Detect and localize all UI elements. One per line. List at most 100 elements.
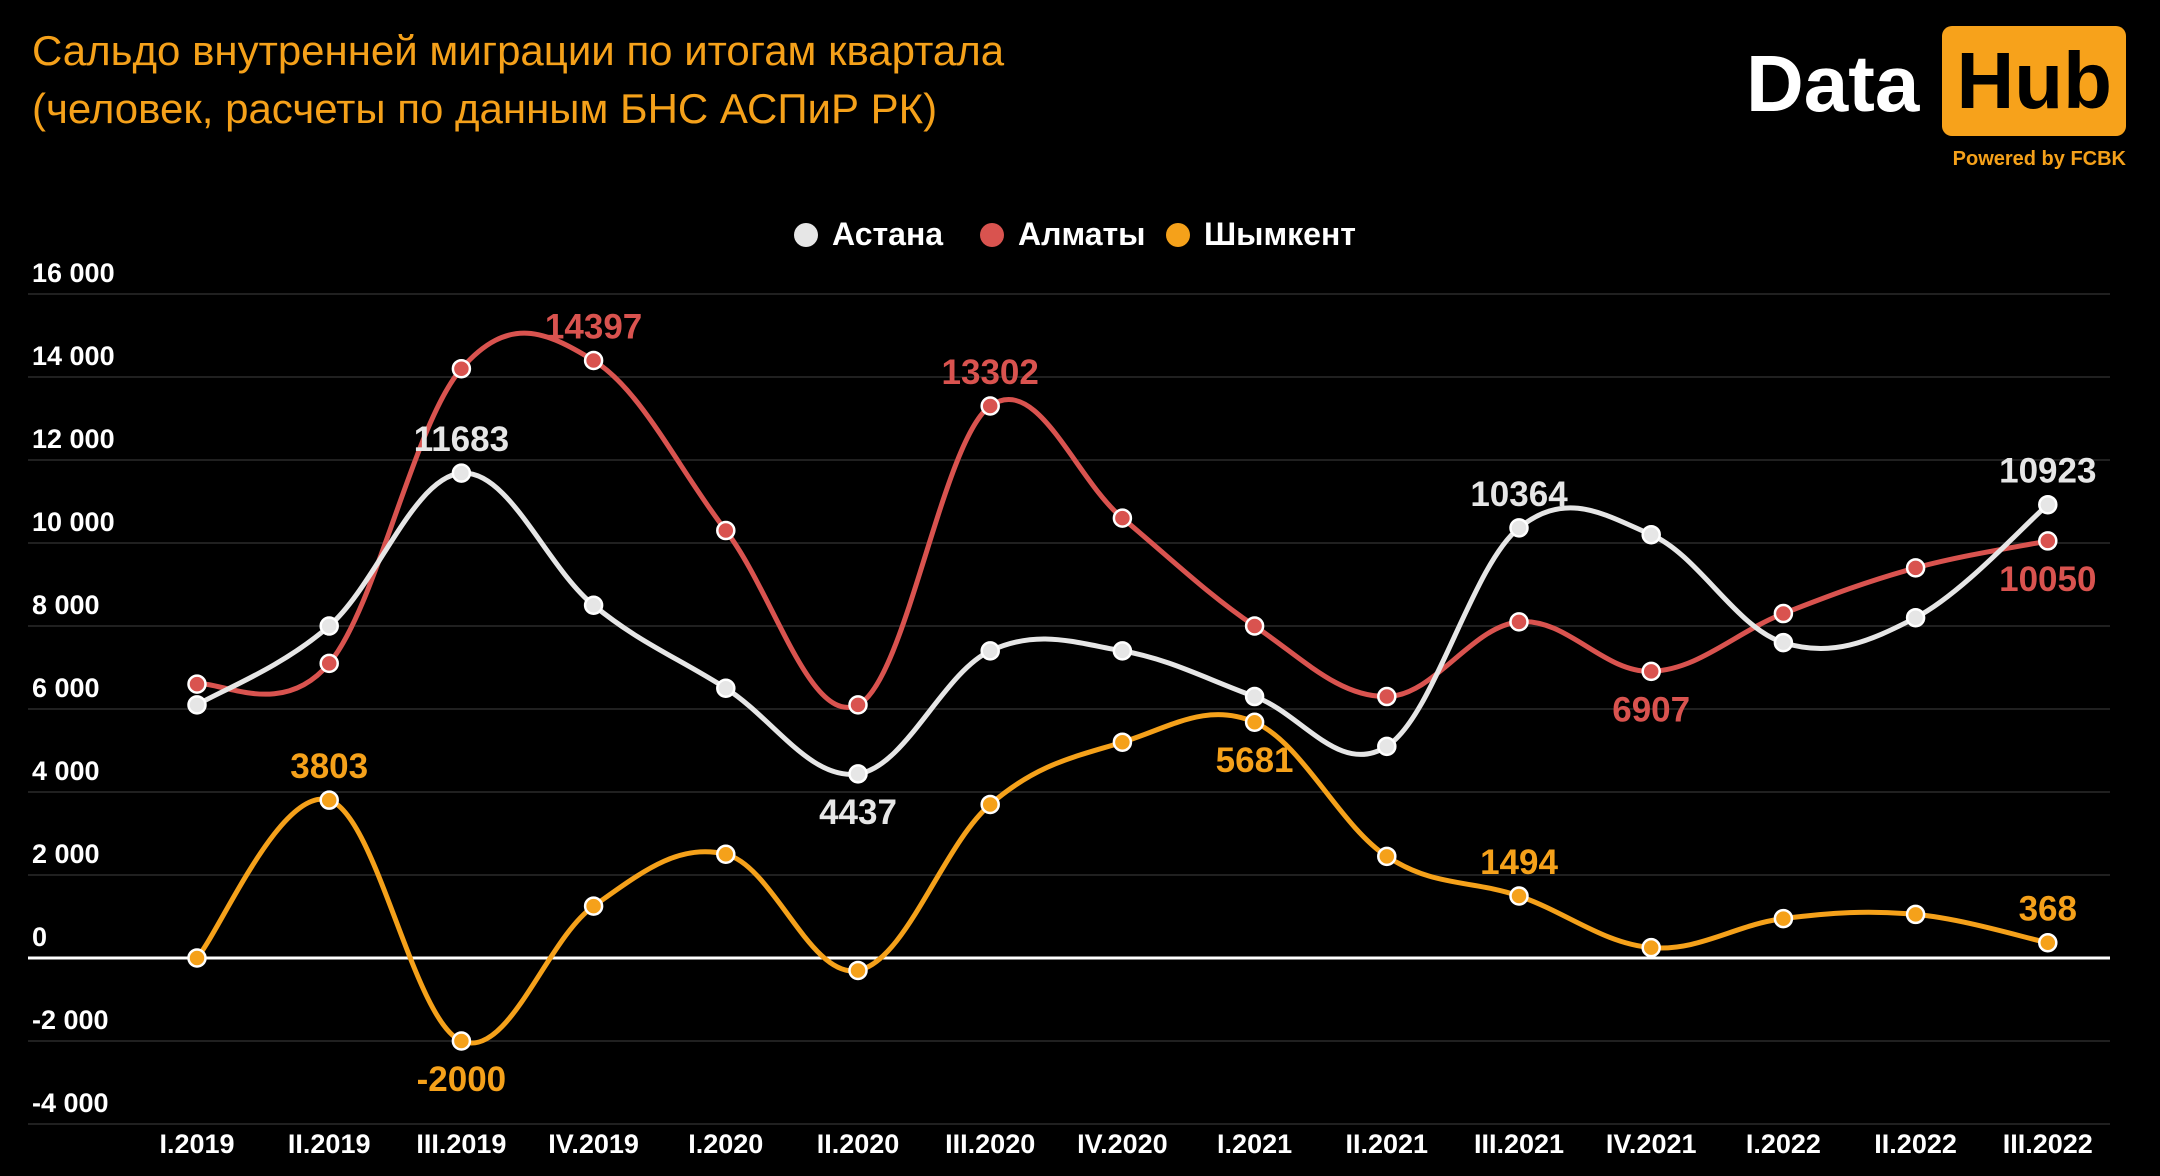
data-point xyxy=(716,844,736,864)
y-tick-label: 14 000 xyxy=(32,341,115,371)
data-point xyxy=(1641,524,1661,545)
chart-grid xyxy=(28,293,2110,1125)
data-point xyxy=(319,653,339,674)
data-point xyxy=(1773,603,1794,624)
data-point xyxy=(451,1031,472,1051)
data-point xyxy=(980,641,1000,661)
data-label: 10364 xyxy=(1470,475,1568,514)
data-point xyxy=(1905,607,1926,628)
y-tick-label: -2 000 xyxy=(32,1005,109,1035)
y-tick-label: 0 xyxy=(32,922,47,952)
logo-word-hub: Hub xyxy=(1942,26,2126,136)
data-point xyxy=(1509,886,1529,906)
data-point xyxy=(1377,686,1397,707)
data-point xyxy=(583,350,604,371)
data-point xyxy=(1112,732,1133,752)
series-line xyxy=(196,330,2049,710)
data-point xyxy=(1773,632,1794,653)
legend-marker xyxy=(794,223,818,247)
data-point xyxy=(1244,686,1265,707)
data-point xyxy=(187,948,207,968)
data-point xyxy=(583,595,604,615)
y-tick-label: 16 000 xyxy=(32,258,115,288)
data-point xyxy=(583,896,604,916)
x-tick-label: II.2021 xyxy=(1346,1129,1429,1159)
legend-marker xyxy=(980,223,1004,247)
data-label: -2000 xyxy=(417,1060,507,1099)
y-tick-label: -4 000 xyxy=(32,1088,109,1118)
data-point xyxy=(187,695,207,715)
chart-title-line-1: Сальдо внутренней миграции по итогам ква… xyxy=(32,27,1005,74)
data-label: 10923 xyxy=(1999,452,2096,491)
y-tick-label: 6 000 xyxy=(32,673,100,703)
data-point xyxy=(2038,494,2058,515)
x-tick-label: IV.2020 xyxy=(1077,1129,1168,1159)
data-point xyxy=(1377,846,1397,867)
data-point xyxy=(1112,641,1133,661)
data-point xyxy=(1905,558,1926,578)
x-tick-label: I.2019 xyxy=(159,1129,234,1159)
data-label: 1494 xyxy=(1480,843,1558,882)
x-tick-label: III.2021 xyxy=(1474,1129,1564,1159)
data-point xyxy=(716,678,736,698)
data-label: 14397 xyxy=(545,308,642,347)
data-label: 10050 xyxy=(1999,560,2096,599)
data-point xyxy=(1773,908,1794,929)
chart-series xyxy=(187,330,2058,1051)
data-point xyxy=(980,396,1000,416)
y-tick-label: 10 000 xyxy=(32,507,115,537)
data-point xyxy=(1244,616,1265,636)
data-point xyxy=(716,520,736,541)
data-point xyxy=(451,358,472,379)
series-line xyxy=(195,712,2049,1046)
data-point xyxy=(848,764,868,784)
data-label: 6907 xyxy=(1612,690,1690,729)
y-tick-label: 12 000 xyxy=(32,424,115,454)
data-labels: 11683 4437 10364 10923 14397 13302 6907 10050 38… xyxy=(290,308,2096,1099)
data-point xyxy=(1641,937,1661,958)
data-point xyxy=(451,463,472,483)
legend-label: Алматы xyxy=(1018,216,1145,252)
y-tick-label: 2 000 xyxy=(32,839,100,869)
x-tick-label: II.2022 xyxy=(1874,1129,1957,1159)
chart-legend: Астана Алматы Шымкент xyxy=(794,216,1356,252)
datahub-logo: Data Hub Powered by FCBK xyxy=(1746,22,2126,172)
x-tick-label: I.2021 xyxy=(1217,1129,1292,1159)
chart-title-line-2: (человек, расчеты по данным БНС АСПиР РК… xyxy=(32,85,938,132)
y-tick-label: 8 000 xyxy=(32,590,100,620)
data-point xyxy=(980,794,1000,815)
logo-tagline: Powered by FCBK xyxy=(1952,148,2126,170)
data-point xyxy=(1905,904,1926,925)
data-label: 368 xyxy=(2019,890,2077,929)
x-tick-label: III.2020 xyxy=(945,1129,1035,1159)
x-tick-label: III.2019 xyxy=(416,1129,506,1159)
x-axis: I.2019 II.2019 III.2019 IV.2019 I.2020 II.202… xyxy=(159,1129,2092,1159)
legend-label: Шымкент xyxy=(1204,216,1356,252)
data-point xyxy=(1641,661,1661,682)
data-point xyxy=(2038,531,2058,551)
data-point xyxy=(1112,508,1133,528)
data-point xyxy=(1377,736,1397,757)
data-point xyxy=(2038,932,2058,953)
x-tick-label: III.2022 xyxy=(2003,1129,2093,1159)
data-label: 4437 xyxy=(819,793,897,832)
chart-title: Сальдо внутренней миграции по итогам ква… xyxy=(32,22,1004,138)
data-label: 5681 xyxy=(1216,741,1294,780)
data-point xyxy=(1244,712,1265,732)
data-label: 11683 xyxy=(414,420,509,459)
data-point xyxy=(848,960,868,981)
data-point xyxy=(1509,612,1529,632)
legend-label: Астана xyxy=(832,216,943,252)
data-point xyxy=(848,695,868,715)
y-axis: 16 000 14 000 12 000 10 000 8 000 6 000 4 000 2… xyxy=(32,258,115,1118)
data-point xyxy=(1509,518,1529,538)
data-label: 3803 xyxy=(290,747,368,786)
y-tick-label: 4 000 xyxy=(32,756,100,786)
data-label: 13302 xyxy=(942,353,1039,392)
x-tick-label: I.2020 xyxy=(688,1129,763,1159)
x-tick-label: IV.2019 xyxy=(548,1129,639,1159)
x-tick-label: IV.2021 xyxy=(1606,1129,1697,1159)
x-tick-label: I.2022 xyxy=(1746,1129,1821,1159)
data-point xyxy=(187,674,207,694)
